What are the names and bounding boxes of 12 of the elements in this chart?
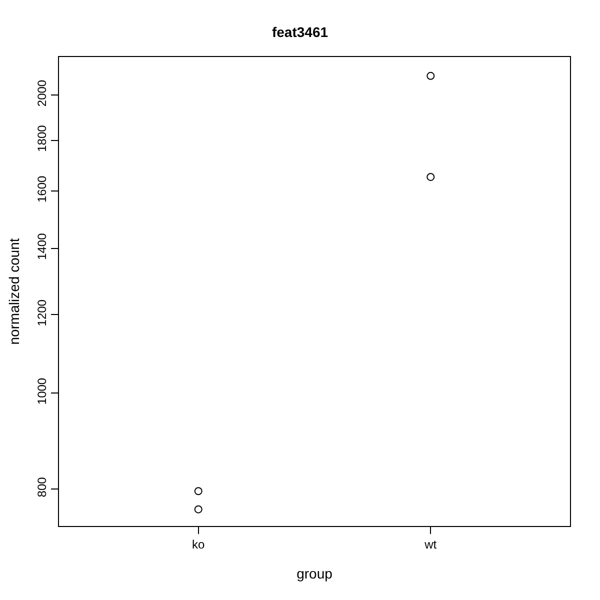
x-axis-title: group: [296, 566, 333, 582]
y-tick-label: 1800: [35, 124, 50, 152]
y-tick-label: 1000: [35, 378, 50, 405]
y-tick-label: 800: [35, 476, 50, 498]
y-axis-title: normalized count: [6, 238, 22, 345]
y-tick-label: 1600: [35, 176, 50, 203]
chart-title: feat3461: [272, 24, 328, 40]
x-tick-label: ko: [192, 537, 206, 552]
y-tick-label: 1400: [35, 232, 50, 260]
y-tick-label: 2000: [35, 80, 50, 107]
x-tick-label: wt: [424, 537, 438, 552]
y-tick-label: 1200: [35, 299, 50, 326]
